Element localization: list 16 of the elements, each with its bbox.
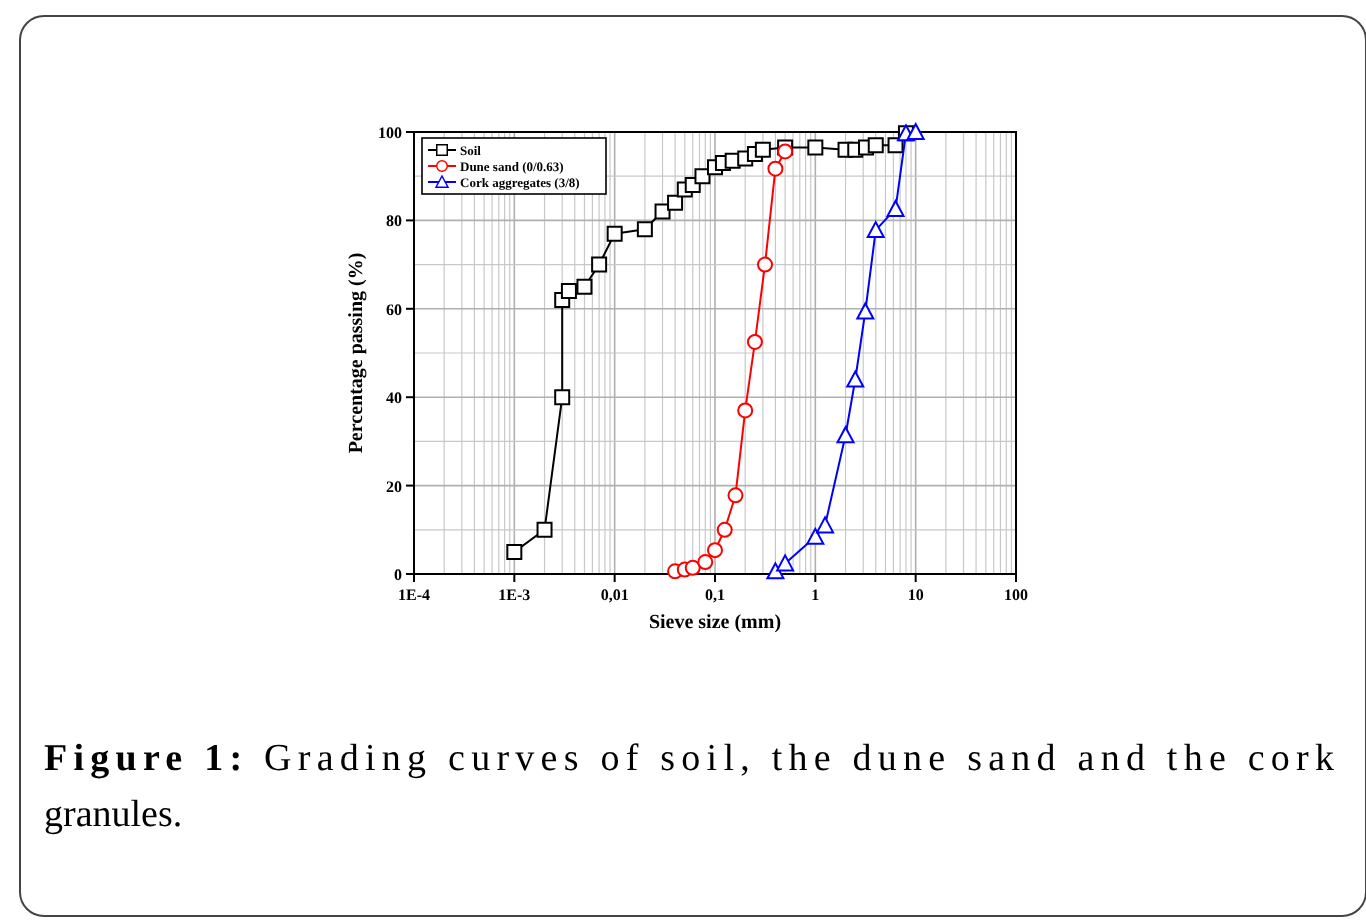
y-axis-title: Percentage passing (%) xyxy=(346,252,368,454)
y-tick-label: 20 xyxy=(386,477,402,496)
x-tick-label: 100 xyxy=(1004,586,1028,604)
x-tick-label: 0,1 xyxy=(705,586,725,604)
x-axis-title: Sieve size (mm) xyxy=(648,612,782,634)
x-tick-label: 1E-4 xyxy=(398,586,430,604)
y-tick-label: 40 xyxy=(386,389,402,408)
x-tick-label: 1E-3 xyxy=(498,586,531,604)
text: Figure 1: Grading curves of soil, the dune sand and the cork granules. xyxy=(44,738,1334,836)
y-tick-label: 0 xyxy=(394,566,402,584)
y-tick-label: 100 xyxy=(378,124,402,142)
x-tick-label: 0,01 xyxy=(600,586,629,604)
y-tick-label: 60 xyxy=(386,300,402,319)
x-tick-label: 10 xyxy=(907,586,924,604)
x-tick-label: 1 xyxy=(811,586,820,604)
y-tick-label: 80 xyxy=(386,212,402,231)
